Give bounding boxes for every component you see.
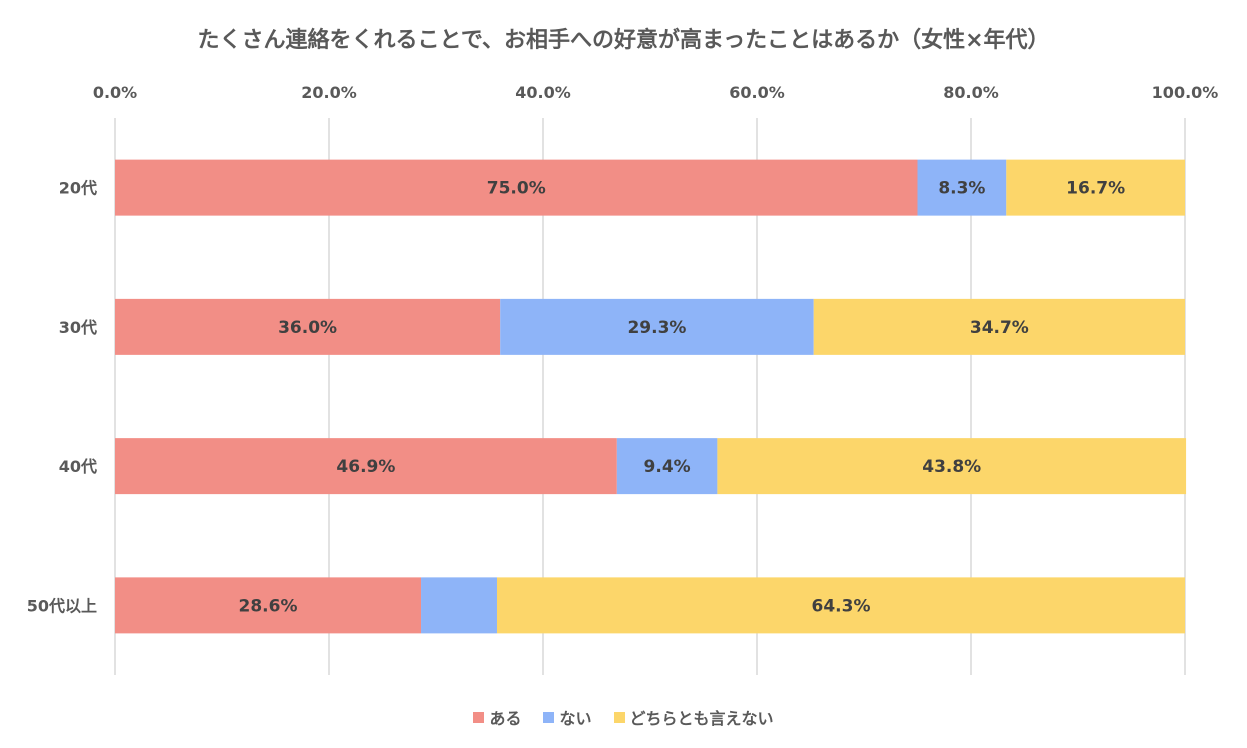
data-label: 8.3% xyxy=(938,179,985,199)
legend-swatch xyxy=(473,711,485,723)
data-label: 75.0% xyxy=(487,179,546,199)
data-label: 9.4% xyxy=(644,457,691,477)
x-tick-label: 100.0% xyxy=(1152,83,1219,102)
data-label: 46.9% xyxy=(336,457,395,477)
category-label: 50代以上 xyxy=(27,596,97,615)
x-tick-label: 80.0% xyxy=(943,83,999,102)
bar-segment xyxy=(115,159,918,216)
bar-segment xyxy=(115,577,422,634)
legend-item: ない xyxy=(543,705,592,729)
bar-segment xyxy=(917,159,1007,216)
legend-label: どちらとも言えない xyxy=(629,709,774,728)
legend-label: ある xyxy=(489,709,522,728)
chart-title: たくさん連絡をくれることで、お相手への好意が高まったことはあるか（女性×年代） xyxy=(197,28,1050,53)
legend: ある ない どちらとも言えない xyxy=(0,705,1247,729)
x-tick-label: 60.0% xyxy=(729,83,785,102)
bar-segment xyxy=(616,438,718,495)
legend-swatch xyxy=(613,711,625,723)
x-tick-label: 20.0% xyxy=(301,83,357,102)
bar-segment xyxy=(115,298,501,355)
category-label: 40代 xyxy=(59,457,97,476)
bar-segment xyxy=(115,438,617,495)
bar-segment xyxy=(717,438,1187,495)
data-label: 43.8% xyxy=(922,457,981,477)
data-label: 34.7% xyxy=(970,318,1029,338)
data-label: 29.3% xyxy=(627,318,686,338)
category-label: 20代 xyxy=(59,179,97,198)
category-label: 30代 xyxy=(59,318,97,337)
bar-segment xyxy=(813,298,1185,355)
legend-item: ある xyxy=(473,705,521,729)
bar-segment xyxy=(1006,159,1185,216)
bar-segment xyxy=(496,577,1185,634)
data-label: 36.0% xyxy=(278,318,337,338)
bar-segment xyxy=(421,577,497,634)
bar-segment xyxy=(500,298,814,355)
data-label: 28.6% xyxy=(239,596,298,616)
legend-label: ない xyxy=(559,709,592,728)
data-label: 16.7% xyxy=(1066,179,1125,199)
x-tick-label: 0.0% xyxy=(93,83,137,102)
legend-swatch xyxy=(543,711,555,723)
x-tick-label: 40.0% xyxy=(515,83,571,102)
data-label: 64.3% xyxy=(812,596,871,616)
legend-item: どちらとも言えない xyxy=(613,705,774,729)
